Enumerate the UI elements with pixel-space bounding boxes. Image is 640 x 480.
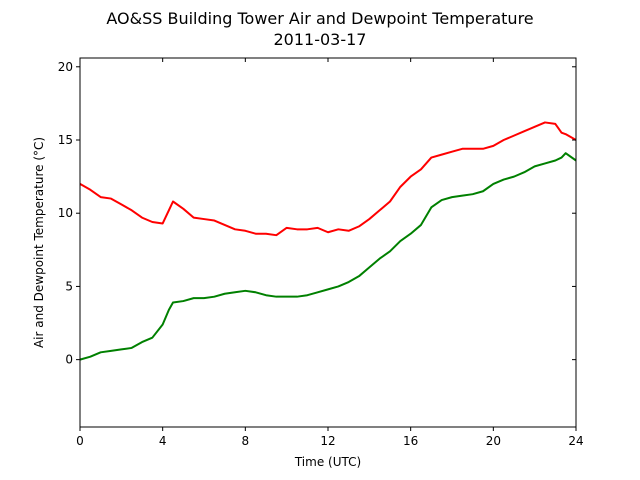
x-axis-label: Time (UTC) [294,455,361,469]
x-tick-label-4: 16 [403,434,418,448]
x-tick-label-2: 8 [242,434,250,448]
x-tick-label-0: 0 [76,434,84,448]
y-axis-label: Air and Dewpoint Temperature (°C) [32,137,46,348]
x-tick-label-1: 4 [159,434,167,448]
x-tick-label-6: 24 [568,434,583,448]
x-tick-label-5: 20 [486,434,501,448]
y-tick-label-0: 0 [65,353,73,367]
plot-frame [79,57,577,428]
x-tick-label-3: 12 [320,434,335,448]
series-layer [79,121,577,361]
series-line-0 [79,121,577,237]
chart-subtitle: 2011-03-17 [274,30,367,49]
y-tick-label-3: 15 [58,133,73,147]
y-tick-label-2: 10 [58,206,73,220]
chart-title: AO&SS Building Tower Air and Dewpoint Te… [106,9,533,28]
series-line-1 [79,152,577,361]
y-tick-label-1: 5 [65,279,73,293]
y-tick-label-4: 20 [58,60,73,74]
ticks-layer: 0 4 8 12 16 20 24 0 5 10 15 20 [58,58,584,448]
